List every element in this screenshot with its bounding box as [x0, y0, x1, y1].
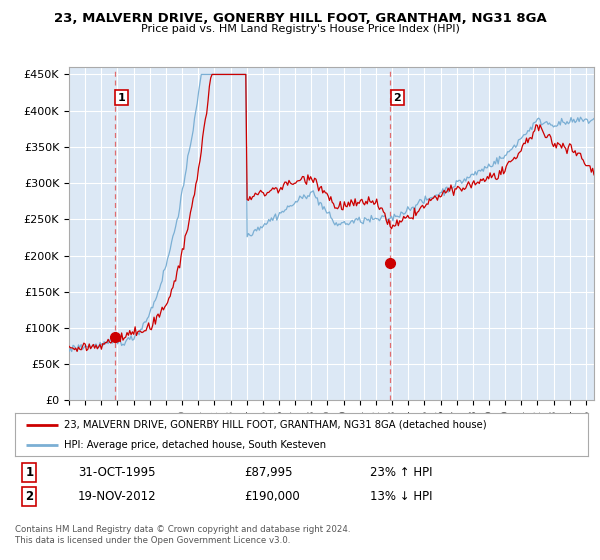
Text: 23, MALVERN DRIVE, GONERBY HILL FOOT, GRANTHAM, NG31 8GA (detached house): 23, MALVERN DRIVE, GONERBY HILL FOOT, GR…: [64, 420, 487, 430]
Text: 1: 1: [25, 465, 34, 479]
Text: HPI: Average price, detached house, South Kesteven: HPI: Average price, detached house, Sout…: [64, 441, 326, 450]
Text: £87,995: £87,995: [244, 465, 293, 479]
Text: 31-OCT-1995: 31-OCT-1995: [78, 465, 155, 479]
Text: Contains HM Land Registry data © Crown copyright and database right 2024.
This d: Contains HM Land Registry data © Crown c…: [15, 525, 350, 545]
Text: £190,000: £190,000: [244, 490, 300, 503]
Text: 19-NOV-2012: 19-NOV-2012: [78, 490, 157, 503]
Text: 1: 1: [118, 92, 125, 102]
Text: Price paid vs. HM Land Registry's House Price Index (HPI): Price paid vs. HM Land Registry's House …: [140, 24, 460, 34]
Text: 23, MALVERN DRIVE, GONERBY HILL FOOT, GRANTHAM, NG31 8GA: 23, MALVERN DRIVE, GONERBY HILL FOOT, GR…: [53, 12, 547, 25]
Text: 2: 2: [25, 490, 34, 503]
Text: 13% ↓ HPI: 13% ↓ HPI: [370, 490, 433, 503]
Text: 23% ↑ HPI: 23% ↑ HPI: [370, 465, 433, 479]
Text: 2: 2: [394, 92, 401, 102]
